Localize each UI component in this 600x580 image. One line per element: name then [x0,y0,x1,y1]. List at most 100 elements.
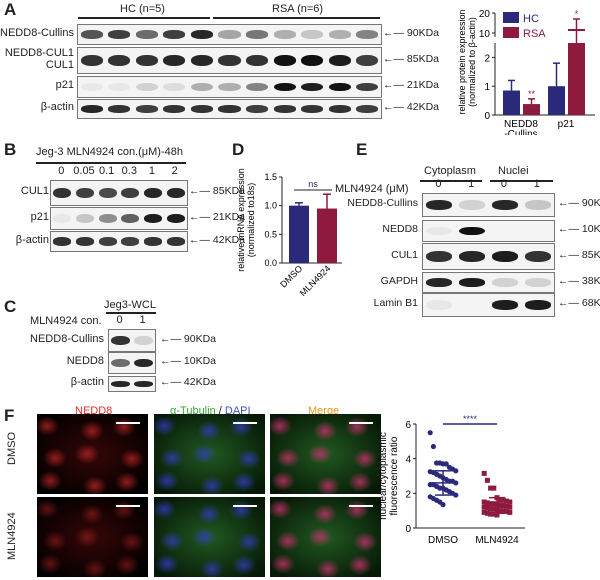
band [135,30,158,39]
band [356,82,379,92]
data-point [453,468,459,474]
band [273,30,296,39]
data-point [481,470,487,476]
band [75,187,95,199]
data-point [488,506,494,512]
lane-label: 0.1 [99,165,115,177]
c-header: Jeg3-WCL [104,299,156,311]
band [524,278,551,287]
row-label-cul1: CUL1 [45,59,74,71]
group-hc: HC (n=5) [120,3,165,15]
kda-marker: ←— 38KDa [558,274,600,287]
band [491,278,518,287]
panel-label-e: E [356,140,368,159]
y-axis-label: nuclear/cytoplasmic [378,432,389,520]
tick-label: 10 [479,29,491,40]
band [328,105,351,113]
bar-rsa [568,43,585,115]
band [273,55,296,66]
data-point [484,500,490,506]
band [134,335,153,346]
data-point [481,509,487,515]
band [80,82,103,92]
data-point [491,501,497,507]
blot--actin [50,231,188,252]
bar-hc [548,86,565,115]
row-label: NEDD8-Cullins [347,197,418,209]
data-point [507,499,513,505]
band [111,358,130,368]
slash: / [215,405,225,417]
data-point [427,430,433,436]
row-label: GAPDH [380,274,418,287]
lane-label: 1 [533,178,540,190]
band [328,30,351,39]
kda-marker: ←— 90KDa [383,26,440,39]
tick-label: 2 [484,53,490,64]
band [524,200,551,210]
c-treatment: MLN4924 con. [30,315,102,327]
group-line [490,180,553,182]
data-point [443,461,449,467]
band [273,105,296,113]
blot-p21 [77,76,382,98]
category-label: MLN4924 [475,535,519,546]
band [218,30,241,39]
micrograph-dmso-0 [37,414,148,494]
band [143,213,163,224]
data-point [491,511,497,517]
panel-label-f: F [4,406,15,425]
row-label: Lamin B1 [373,297,418,309]
blot-nedd8 [422,220,555,242]
blot-nedd8 [108,352,156,374]
group-rsa: RSA (n=6) [272,3,324,15]
band [108,30,131,39]
y-axis-label: relative mRNA expression [236,168,246,272]
band [121,237,140,246]
data-point [481,504,487,510]
lane-label: 1 [139,314,146,326]
row-label: NEDD8 [382,223,418,235]
legend-label: HC [523,13,539,25]
band [246,55,269,66]
lane-label: 0 [58,165,65,177]
tick-label: 6 [405,420,411,431]
band [80,55,103,66]
band [218,82,241,92]
band [98,237,117,246]
bar-upper-segment [568,29,585,31]
band [426,200,453,210]
kda-marker: ←— 21KDa [189,210,246,223]
micrograph-mln4924-0 [37,497,148,577]
lane-label: 0 [435,178,442,190]
kda-marker: ←— 90KDa [558,197,600,209]
band [134,358,153,368]
row-label: p21 [55,79,74,91]
data-point [497,508,503,514]
bar-mln4924 [317,208,337,263]
band [459,226,486,236]
bar-hc [503,90,520,115]
row-label: p21 [30,210,49,223]
kda-marker: ←— 21KDa [383,79,440,91]
band [426,300,453,310]
band [98,213,117,224]
band [218,105,241,113]
band [491,200,518,210]
band [459,200,486,210]
kda-marker: ←— 85KDa [558,248,600,261]
data-point [491,506,497,512]
band [356,30,379,39]
tick-label: 1 [484,82,490,93]
e-treatment: MLN4924 (μM) [335,183,409,195]
legend-swatch [503,12,519,23]
blot-cul1 [50,180,188,206]
data-point [504,498,510,504]
band [75,237,95,246]
y-axis-label: (normalized to18s) [246,183,256,258]
kda-marker: ←— 85KDa [189,185,246,197]
scale-bar [233,505,257,507]
tick-label: 4 [405,455,411,466]
data-point [430,443,436,450]
